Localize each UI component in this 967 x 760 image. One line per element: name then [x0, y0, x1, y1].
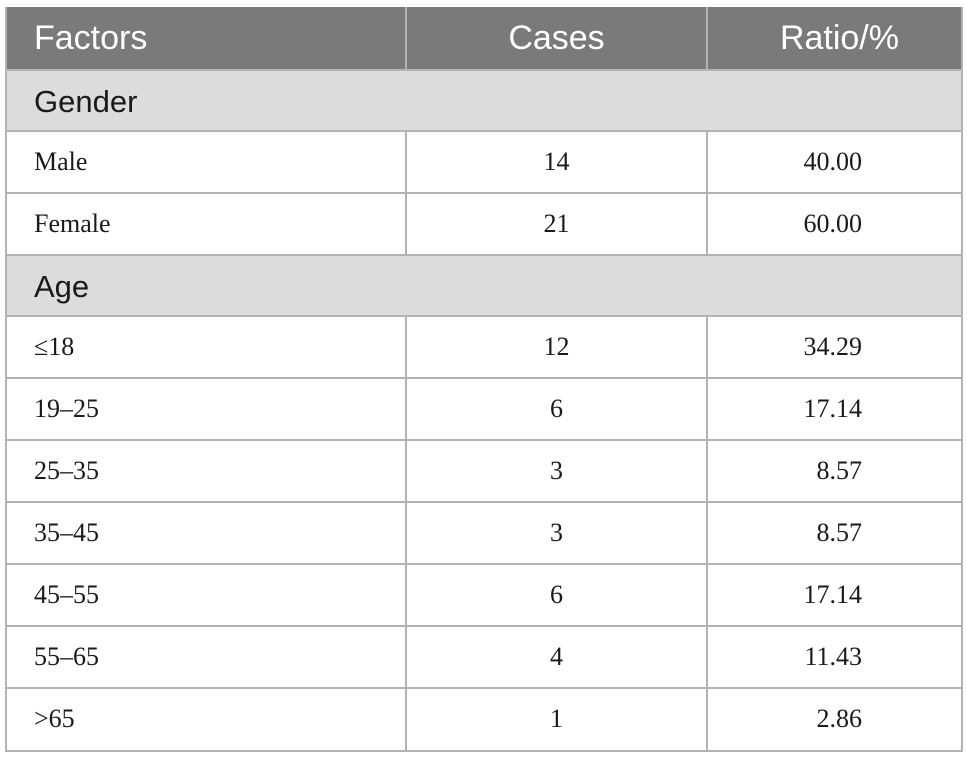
cases-cell: 6	[407, 379, 708, 439]
cases-cell: 3	[407, 441, 708, 501]
ratio-cell: 17.14	[708, 565, 957, 625]
table-row: >65 1 2.86	[7, 689, 961, 750]
ratio-cell: 40.00	[708, 132, 957, 192]
cases-cell: 1	[407, 689, 708, 750]
ratio-cell: 11.43	[708, 627, 957, 687]
factor-cell: 19–25	[7, 379, 407, 439]
section-gender: Gender	[7, 71, 961, 132]
factor-cell: 25–35	[7, 441, 407, 501]
ratio-cell: 8.57	[708, 441, 957, 501]
table-row: 25–35 3 8.57	[7, 441, 961, 503]
cases-cell: 6	[407, 565, 708, 625]
factor-cell: Male	[7, 132, 407, 192]
cases-cell: 3	[407, 503, 708, 563]
ratio-cell: 8.57	[708, 503, 957, 563]
header-ratio: Ratio/%	[708, 7, 957, 69]
table-row: ≤18 12 34.29	[7, 317, 961, 379]
cases-cell: 14	[407, 132, 708, 192]
ratio-cell: 2.86	[708, 689, 957, 750]
factor-cell: 45–55	[7, 565, 407, 625]
header-cases: Cases	[407, 7, 708, 69]
factor-cell: >65	[7, 689, 407, 750]
ratio-cell: 34.29	[708, 317, 957, 377]
table-row: Male 14 40.00	[7, 132, 961, 194]
table-row: 55–65 4 11.43	[7, 627, 961, 689]
header-factors: Factors	[7, 7, 407, 69]
cases-cell: 21	[407, 194, 708, 254]
table-row: 45–55 6 17.14	[7, 565, 961, 627]
section-age: Age	[7, 256, 961, 317]
table-row: 35–45 3 8.57	[7, 503, 961, 565]
factor-cell: ≤18	[7, 317, 407, 377]
table-row: 19–25 6 17.14	[7, 379, 961, 441]
table-header-row: Factors Cases Ratio/%	[7, 7, 961, 71]
factor-cell: 55–65	[7, 627, 407, 687]
factors-table: Factors Cases Ratio/% Gender Male 14 40.…	[5, 7, 963, 752]
ratio-cell: 60.00	[708, 194, 957, 254]
cases-cell: 12	[407, 317, 708, 377]
factor-cell: Female	[7, 194, 407, 254]
ratio-cell: 17.14	[708, 379, 957, 439]
factor-cell: 35–45	[7, 503, 407, 563]
table-row: Female 21 60.00	[7, 194, 961, 256]
cases-cell: 4	[407, 627, 708, 687]
